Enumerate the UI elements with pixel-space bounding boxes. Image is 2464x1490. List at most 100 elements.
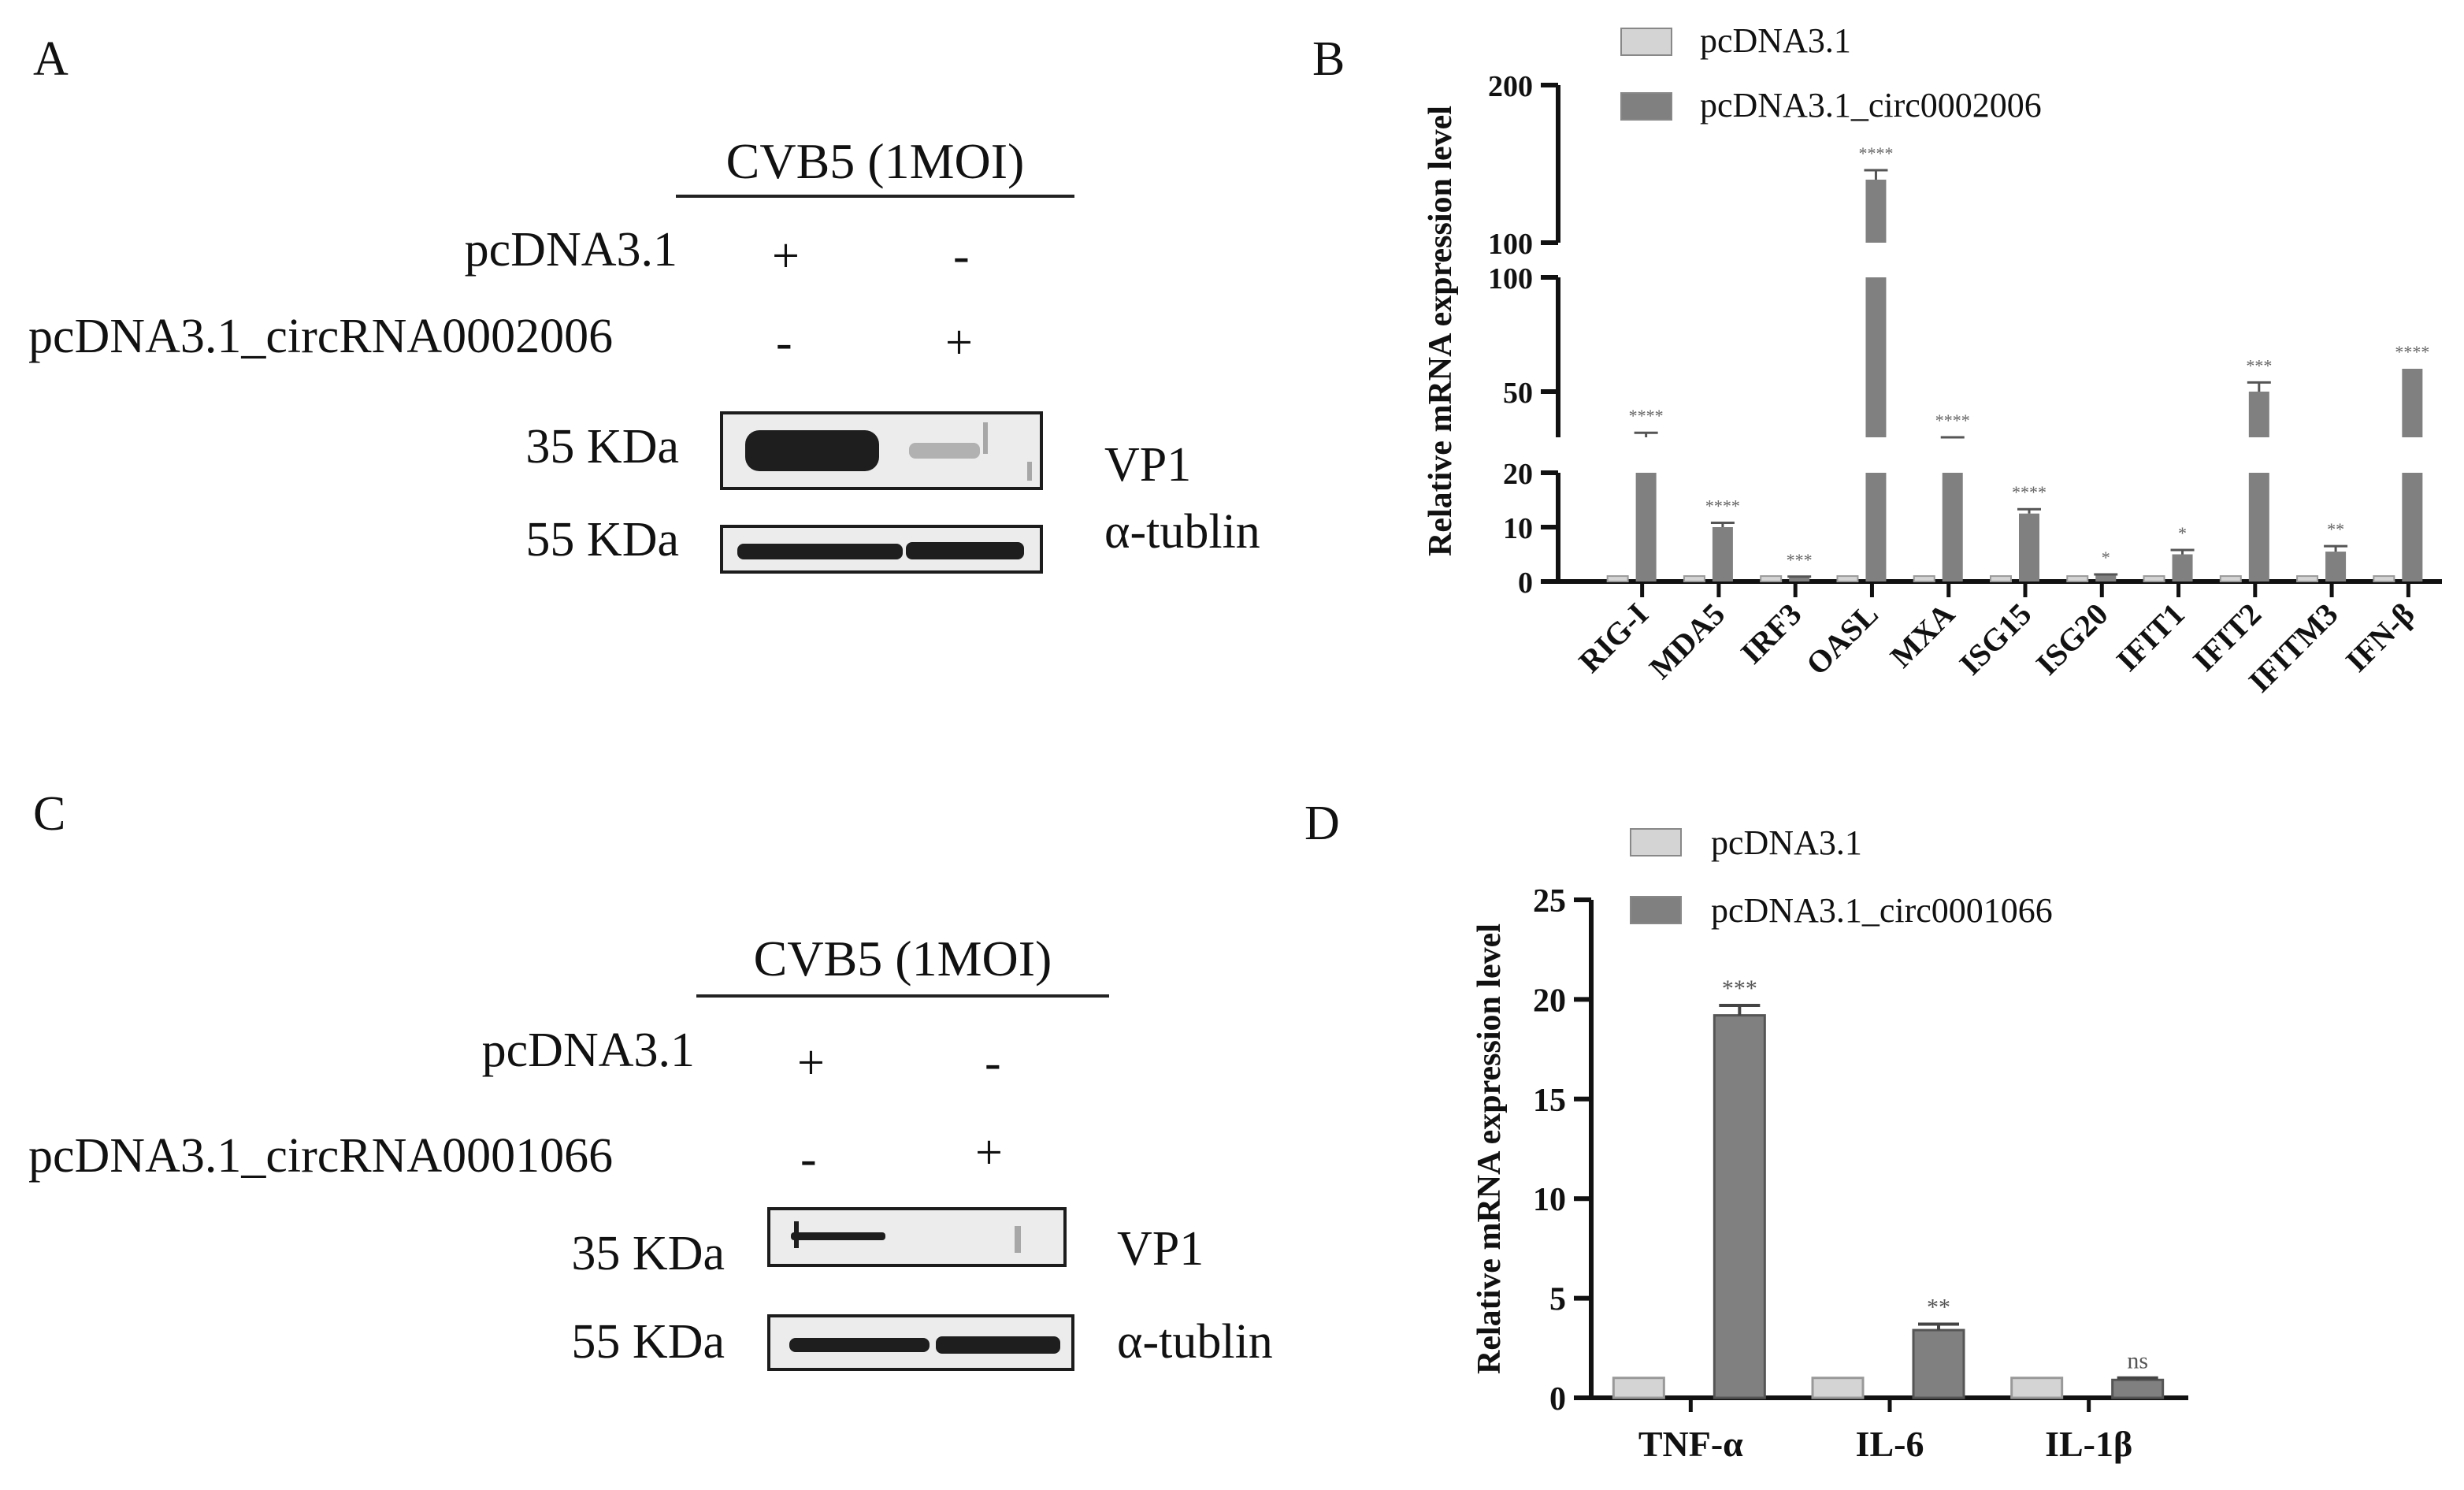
panel-c-vp1-blot	[767, 1207, 1067, 1267]
chart-d-bar-control-il-1	[2010, 1377, 2064, 1399]
chart-b-significance-ifn: ****	[2395, 342, 2429, 362]
chart-d-significance-il-6: **	[1927, 1294, 1950, 1320]
chart-b-bar-treated-oasl-top	[1865, 180, 1887, 243]
panel-c-row1-label: pcDNA3.1	[481, 1024, 695, 1077]
chart-b-significance-ifitm3: **	[2327, 519, 2344, 539]
panel-c-row2-sign-1: -	[800, 1132, 817, 1186]
chart-d-bar-treated-il-6	[1912, 1328, 1965, 1399]
chart-d-y-label: Relative mRNA expression level	[1471, 923, 1508, 1374]
chart-d-significance-il-1: ns	[2127, 1348, 2148, 1374]
panel-a-blot1-protein: VP1	[1104, 438, 1192, 492]
chart-b-legend-label-0: pcDNA3.1	[1700, 21, 1851, 60]
chart-b-bar-treated-irf3	[1789, 577, 1810, 582]
panel-a-row1-sign-2: -	[953, 229, 970, 283]
chart-b-x-label-ifit1: IFIT1	[2110, 596, 2191, 678]
chart-d-bar-treated-il-1	[2111, 1378, 2165, 1399]
chart-d-y-tick-label: 15	[1533, 1083, 1566, 1119]
chart-b-x-label-irf3: IRF3	[1734, 596, 1809, 671]
chart-b-y-tick-label: 100	[1488, 262, 1533, 295]
panel-c-row1-sign-1: +	[797, 1036, 825, 1090]
chart-b-bar-treated-ifn	[2402, 473, 2423, 582]
chart-b-y-tick-label: 0	[1518, 567, 1533, 600]
chart-b-bar-treated-oasl-mid	[1865, 277, 1887, 437]
panel-a-row2-sign-2: +	[945, 316, 973, 370]
chart-b-y-label: Relative mRNA expression level	[1423, 106, 1459, 556]
panel-a-blot1-size: 35 KDa	[525, 420, 679, 474]
chart-b-significance-mxa: ****	[1935, 411, 1970, 430]
panel-a-row1-label: pcDNA3.1	[464, 223, 677, 277]
chart-b-bar-control-irf3	[1760, 575, 1783, 582]
panel-c-letter: C	[33, 787, 66, 841]
chart-d-x-label-il-6: IL-6	[1856, 1424, 1924, 1464]
chart-b-significance-isg15: ****	[2012, 482, 2047, 502]
chart-d-legend-swatch-0	[1630, 828, 1682, 856]
panel-c-condition: CVB5 (1MOI)	[753, 931, 1052, 987]
panel-a-vp1-blot	[720, 411, 1043, 490]
chart-d-bar-control-il-6	[1811, 1377, 1865, 1399]
chart-b-x-label-rig-i: RIG-I	[1572, 596, 1655, 680]
chart-b-significance-rig-i: ****	[1629, 406, 1664, 425]
chart-b-bar-control-ifit1	[2143, 575, 2165, 582]
chart-b-significance-mda5: ****	[1705, 496, 1740, 515]
chart-d-significance-tnf: ***	[1722, 975, 1757, 1001]
chart-b-x-label-mxa: MXA	[1883, 596, 1961, 674]
panel-a-letter: A	[33, 32, 69, 86]
chart-b-legend-swatch-1	[1620, 92, 1672, 121]
chart-b-bar-treated-mxa	[1942, 473, 1963, 582]
chart-b-bar-treated-oasl	[1865, 473, 1887, 582]
chart-b-legend-swatch-0	[1620, 28, 1672, 56]
chart-d-y-tick-label: 10	[1533, 1182, 1566, 1218]
chart-b-bar-control-ifn	[2373, 575, 2395, 582]
chart-b-x-label-isg15: ISG15	[1953, 596, 2039, 682]
chart-b-bar-treated-rig-i	[1635, 473, 1657, 582]
chart-d-x-label-tnf: TNF-α	[1638, 1424, 1743, 1464]
chart-d-y-tick-label: 20	[1533, 983, 1566, 1019]
chart-b-bar-treated-ifit2	[2248, 473, 2269, 582]
panel-a-blot2-size: 55 KDa	[525, 513, 679, 567]
chart-d-legend-label-1: pcDNA3.1_circ0001066	[1711, 891, 2053, 930]
chart-b-significance-irf3: ***	[1787, 550, 1813, 570]
chart-d-legend-label-0: pcDNA3.1	[1711, 823, 1862, 862]
panel-c-blot2-protein: α-tublin	[1117, 1315, 1273, 1369]
chart-b-bar-treated-mda5	[1712, 527, 1733, 582]
chart-d: 0 5 10 15 20 25 Relative mRNA expression level…	[1471, 823, 2188, 1464]
panel-c-blot2-size: 55 KDa	[571, 1315, 725, 1369]
panel-c-blot1-size: 35 KDa	[571, 1227, 725, 1280]
panel-a-row1-sign-1: +	[772, 229, 800, 283]
chart-b-x-label-ifn: IFN-β	[2339, 596, 2421, 679]
panel-a-row2-sign-1: -	[776, 316, 792, 370]
chart-b-x-label-oasl: OASL	[1799, 596, 1885, 682]
panel-a-tubulin-blot	[720, 525, 1043, 574]
panel-c-row2-label: pcDNA3.1_circRNA0001066	[28, 1129, 614, 1183]
chart-b-bar-control-ifit2	[2219, 575, 2242, 582]
chart-b-bar-treated-ifitm3	[2325, 552, 2347, 582]
chart-b-y-tick-label: 200	[1488, 70, 1533, 103]
chart-d-x-label-il-1: IL-1β	[2045, 1424, 2132, 1464]
chart-b-y-tick-label: 100	[1488, 228, 1533, 261]
panel-c-row1-sign-2: -	[985, 1036, 1001, 1090]
panel-a-row2-label: pcDNA3.1_circRNA0002006	[28, 310, 614, 363]
panel-c-condition-line	[696, 994, 1109, 998]
panel-c-tubulin-blot	[767, 1314, 1074, 1371]
chart-d-y-tick-label: 25	[1533, 883, 1566, 920]
chart-b-bar-treated-ifn-mid	[2402, 369, 2423, 437]
chart-b-bar-control-isg15	[1990, 575, 2012, 582]
panel-a-condition-line	[676, 195, 1074, 198]
chart-b-bar-treated-ifit2-mid	[2248, 392, 2269, 437]
panel-c-blot1-protein: VP1	[1117, 1222, 1204, 1276]
chart-d-y-tick-label: 5	[1549, 1282, 1566, 1318]
chart-b-bar-control-isg20	[2066, 575, 2089, 582]
chart-b-significance-ifit1: *	[2178, 523, 2187, 543]
chart-b-y-tick-label: 10	[1503, 512, 1533, 545]
chart-b-x-label-isg20: ISG20	[2029, 596, 2115, 682]
chart-b-significance-oasl: ****	[1858, 143, 1893, 163]
chart-d-legend-swatch-1	[1630, 896, 1682, 924]
chart-b-bar-treated-ifit1	[2172, 554, 2193, 582]
chart-b-bar-treated-isg20	[2095, 574, 2117, 582]
chart-b-bar-control-rig-i	[1606, 575, 1629, 582]
chart-d-bar-control-tnf	[1612, 1377, 1665, 1399]
chart-b-bar-control-mda5	[1683, 575, 1705, 582]
chart-b-significance-ifit2: ***	[2246, 355, 2272, 375]
